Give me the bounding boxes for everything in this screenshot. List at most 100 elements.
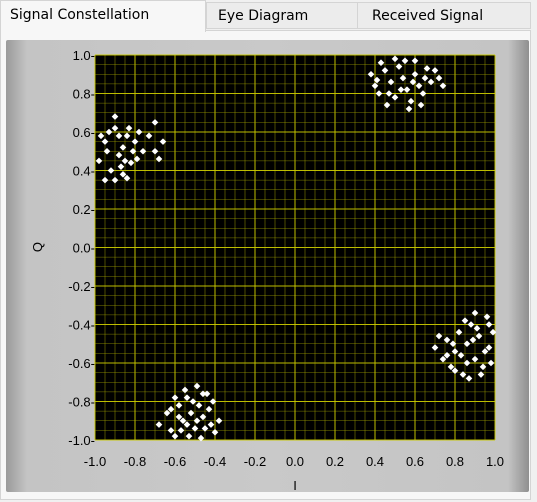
tab-received-signal[interactable]: Received Signal [357, 2, 531, 29]
y-tick-label: -0.2- [68, 279, 95, 294]
data-point [411, 57, 419, 65]
grid [94, 54, 496, 441]
data-point [451, 348, 459, 355]
x-tick-label: -0.6 [164, 454, 186, 469]
data-point [477, 371, 485, 378]
data-point [151, 119, 159, 126]
data-point [171, 394, 179, 401]
data-point [395, 63, 403, 70]
data-point [489, 328, 497, 336]
data-point [203, 390, 211, 398]
tab-signal-constellation[interactable]: Signal Constellation [0, 0, 206, 32]
data-point [467, 321, 475, 328]
data-point [485, 344, 493, 351]
data-point [423, 65, 431, 72]
data-point [105, 128, 113, 136]
x-tick-label: 0.6 [406, 454, 424, 469]
data-point [427, 78, 435, 86]
data-point [373, 76, 381, 84]
data-point [107, 167, 115, 174]
data-point [209, 398, 217, 405]
x-tick-label: -0.8 [124, 454, 146, 469]
data-point [211, 429, 219, 436]
data-point [463, 359, 471, 367]
data-point [101, 176, 109, 184]
data-point [115, 132, 123, 140]
data-point [121, 157, 129, 165]
data-point [375, 90, 383, 97]
data-point [417, 101, 425, 109]
data-point [133, 155, 141, 163]
data-point [465, 375, 473, 382]
data-point [135, 128, 143, 136]
data-point [407, 97, 415, 105]
tab-eye-diagram[interactable]: Eye Diagram [206, 2, 358, 29]
data-point [439, 82, 447, 90]
data-point [451, 367, 459, 374]
data-point [479, 363, 487, 371]
data-point [435, 332, 443, 340]
data-point [471, 355, 479, 363]
data-point [471, 309, 479, 317]
data-point [167, 427, 175, 434]
data-point [405, 105, 413, 113]
data-point [487, 359, 495, 367]
data-point [215, 417, 223, 425]
data-point [185, 432, 193, 440]
data-point [171, 432, 179, 440]
data-point [401, 57, 409, 65]
data-point [179, 417, 187, 425]
data-point [111, 113, 119, 120]
data-point [469, 336, 477, 344]
data-point [139, 147, 147, 155]
data-point [443, 336, 451, 344]
data-point [111, 124, 119, 132]
x-tick-label: -0.2 [244, 454, 266, 469]
data-point [377, 59, 385, 66]
data-point [481, 348, 489, 355]
data-point [175, 402, 183, 409]
data-point [397, 86, 405, 93]
data-point [403, 86, 411, 93]
tab-bar: Signal Constellation Eye Diagram Receive… [0, 0, 537, 32]
y-tick-label: 0.2- [73, 202, 95, 217]
data-point [117, 163, 125, 170]
y-tick-label: -0.8- [68, 395, 95, 410]
data-point [123, 132, 131, 140]
data-point [129, 147, 137, 155]
data-point [197, 434, 205, 442]
x-tick-label: -1.0 [84, 454, 106, 469]
data-point [151, 147, 159, 155]
data-point [391, 94, 399, 101]
x-axis-label: I [293, 478, 297, 493]
x-tick-label: 1.0 [486, 454, 504, 469]
data-point [127, 159, 135, 167]
data-point [155, 155, 163, 163]
data-point [119, 171, 127, 178]
data-point [207, 421, 215, 428]
data-point [201, 425, 209, 432]
x-tick-label: -0.4 [204, 454, 226, 469]
data-point [103, 147, 111, 155]
data-point [205, 405, 213, 413]
data-point [119, 144, 127, 151]
data-point [463, 340, 471, 348]
data-point [193, 417, 201, 425]
data-point [159, 138, 167, 145]
data-point [435, 74, 443, 82]
x-tick-labels: -1.0 -0.8 -0.6 -0.4 -0.2 0.0 0.2 0.4 0.6 0.8 1.0 [84, 454, 504, 469]
data-point [115, 151, 123, 159]
data-point [195, 402, 203, 409]
data-point [457, 352, 465, 359]
y-tick-label: 0.0- [73, 241, 95, 256]
data-point [411, 70, 419, 78]
data-point [387, 78, 395, 86]
y-tick-label: -0.6- [68, 356, 95, 371]
data-point [415, 82, 423, 90]
data-point [131, 138, 139, 145]
data-point [163, 409, 171, 417]
data-point [419, 90, 427, 97]
data-point [123, 174, 131, 182]
data-point [431, 344, 439, 351]
